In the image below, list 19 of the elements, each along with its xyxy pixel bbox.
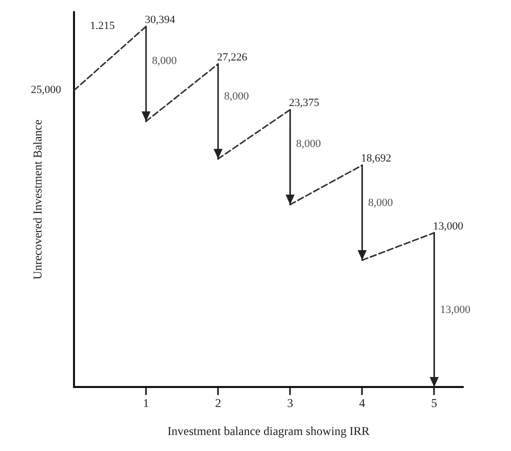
y-axis-title: Unrecovered Investment Balance (30, 120, 44, 280)
annotation: 1.215 (90, 20, 116, 32)
x-tick-label: 2 (215, 396, 222, 410)
x-tick-label: 1 (143, 396, 150, 410)
annotation: 8,000 (368, 197, 394, 210)
annotation: 8,000 (296, 138, 322, 150)
x-tick-label: 4 (359, 396, 366, 410)
data-label: 23,375 (288, 97, 320, 110)
x-tick-label: 5 (431, 396, 438, 410)
x-axis-title: Investment balance diagram showing IRR (168, 424, 370, 438)
annotation: 8,000 (152, 54, 178, 67)
x-tick-label: 3 (287, 396, 294, 410)
data-label: 25,000 (30, 84, 62, 96)
data-label: 13,000 (433, 220, 464, 232)
data-label: 30,394 (144, 14, 176, 26)
annotation: 8,000 (224, 90, 250, 102)
data-label: 18,692 (361, 152, 392, 165)
annotation: 13,000 (440, 304, 471, 316)
data-label: 27,226 (216, 52, 248, 64)
